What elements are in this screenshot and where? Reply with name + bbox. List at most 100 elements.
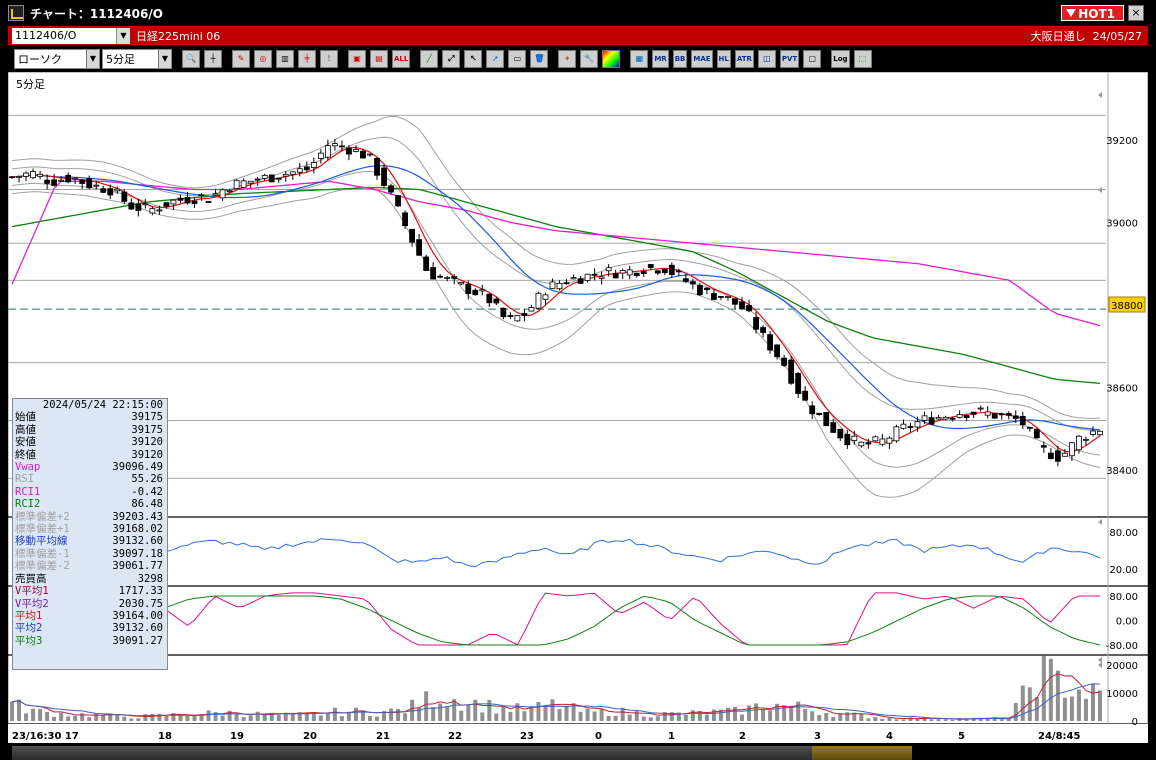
all-icon[interactable]: ALL — [392, 49, 411, 68]
window-icon[interactable]: ▣ — [348, 49, 366, 68]
bar-width-icon[interactable]: ┼ — [204, 49, 222, 68]
candle-body — [696, 285, 703, 296]
candle-body — [254, 178, 261, 181]
draw-icon[interactable]: ✎ — [232, 49, 250, 68]
trash-icon[interactable]: 🗑 — [530, 49, 549, 68]
ohlc-row: 標準偏差-2 39061.77 — [13, 560, 167, 572]
alert-icon[interactable]: ! — [320, 49, 338, 68]
atr-icon[interactable]: ATR — [734, 49, 754, 68]
candle-body — [233, 179, 240, 189]
volume-bar — [108, 713, 113, 721]
chart-type-select[interactable]: ローソク ▼ — [14, 48, 100, 69]
volume-bar — [396, 709, 401, 721]
candle-body — [753, 317, 759, 330]
candle-body — [851, 435, 858, 441]
scrollbar-track[interactable] — [12, 746, 912, 760]
log-icon[interactable]: Log — [831, 49, 850, 68]
volume-bar — [339, 716, 344, 721]
candle-body — [324, 145, 331, 158]
bollinger-lower1-line — [11, 170, 1101, 468]
pr-icon[interactable]: ◫ — [757, 49, 776, 68]
rci-short-line — [12, 592, 1100, 646]
volume-bar — [550, 699, 555, 721]
candle-body — [430, 267, 437, 280]
volume-bar — [873, 717, 878, 721]
volume-bar — [1076, 689, 1081, 721]
bb-icon[interactable]: BB — [672, 49, 688, 68]
cursor-icon[interactable]: ↖ — [464, 49, 483, 68]
candle-body — [837, 428, 844, 439]
chevron-down-icon[interactable]: ▼ — [86, 49, 99, 68]
export-icon[interactable]: ⬚ — [853, 49, 872, 68]
mae-icon[interactable]: MAE — [691, 49, 713, 68]
note-icon[interactable]: ▭ — [508, 49, 527, 68]
hl-icon[interactable]: HL — [716, 49, 731, 68]
candle-body — [556, 282, 563, 290]
candle-body — [303, 166, 310, 171]
color-icon[interactable] — [602, 49, 621, 68]
volume-bar — [45, 712, 50, 721]
scrollbar-thumb[interactable] — [812, 746, 912, 760]
candle-body — [998, 413, 1005, 416]
frame-icon[interactable]: ▢ — [803, 49, 822, 68]
candle-body — [465, 283, 472, 294]
candle-body — [79, 179, 86, 184]
volume-bar — [59, 712, 64, 721]
candle-body — [893, 426, 900, 442]
candle-body — [374, 157, 380, 176]
candle-body — [872, 436, 879, 442]
line-tool-icon[interactable]: ╱ — [420, 49, 439, 68]
volume-bar — [459, 710, 464, 721]
chart-area[interactable]: 5分足 39200 39000 38600 38400 38800 80.00 20.00 80… — [8, 72, 1148, 755]
candle-body — [591, 273, 598, 276]
candle-body — [500, 307, 507, 318]
search-icon[interactable]: ◎ — [254, 49, 272, 68]
chart-mode-icon[interactable]: ▦ — [630, 49, 649, 68]
volume-bar — [360, 710, 365, 721]
chevron-down-icon[interactable]: ▼ — [158, 49, 171, 68]
close-button[interactable]: × — [1128, 5, 1144, 21]
volume-bar — [178, 714, 183, 721]
wrench-icon[interactable]: 🔧 — [580, 49, 599, 68]
hot-button[interactable]: HOT1 — [1061, 5, 1124, 21]
bottom-scrollbar[interactable] — [0, 743, 1156, 760]
volume-bar — [908, 717, 913, 721]
split-icon[interactable]: ╪ — [298, 49, 316, 68]
interval-select[interactable]: 5分足 ▼ — [102, 48, 172, 69]
volume-bar — [227, 710, 232, 721]
chevron-down-icon[interactable]: ▼ — [116, 27, 130, 44]
arrow-icon[interactable]: ➚ — [486, 49, 505, 68]
ohlc-value: 39091.27 — [112, 634, 163, 647]
chart-app-icon — [8, 5, 24, 21]
volume-bar — [1006, 718, 1011, 721]
ohlc-label: 移動平均線 — [15, 535, 68, 548]
compare-icon[interactable]: ▤ — [370, 49, 388, 68]
candle-body — [205, 201, 212, 203]
symbol-input[interactable]: 1112406/O ▼ — [12, 27, 130, 44]
volume-bar — [543, 705, 548, 721]
volume-bar — [704, 714, 709, 721]
chart-canvas[interactable]: 5分足392003900038600384003880080.0020.0080… — [8, 72, 1148, 755]
zoom-icon[interactable]: 🔍 — [182, 49, 200, 68]
pvt-icon[interactable]: PVT — [779, 49, 800, 68]
volume-bar — [410, 699, 415, 721]
candle-body — [65, 174, 72, 183]
candle-body — [135, 203, 142, 211]
chart-cursor-icon[interactable]: ▥ — [276, 49, 294, 68]
volume-bar — [38, 709, 43, 721]
candle-body — [177, 197, 184, 201]
ohlc-row: 安値 39120 — [13, 436, 167, 448]
time-tick-label: 5 — [958, 731, 965, 742]
settings-icon[interactable]: ✦ — [558, 49, 577, 68]
candle-body — [718, 296, 724, 298]
trend-icon[interactable]: ⤢ — [442, 49, 461, 68]
candle-body — [367, 153, 373, 156]
candle-body — [816, 412, 823, 415]
volume-bar — [866, 718, 871, 721]
candle-body — [767, 334, 773, 351]
volume-bar — [262, 714, 267, 721]
ma-icon[interactable]: MR — [652, 49, 669, 68]
candle-body — [156, 209, 163, 212]
price-tick-label: 38600 — [1106, 384, 1138, 395]
candle-body — [682, 278, 689, 282]
